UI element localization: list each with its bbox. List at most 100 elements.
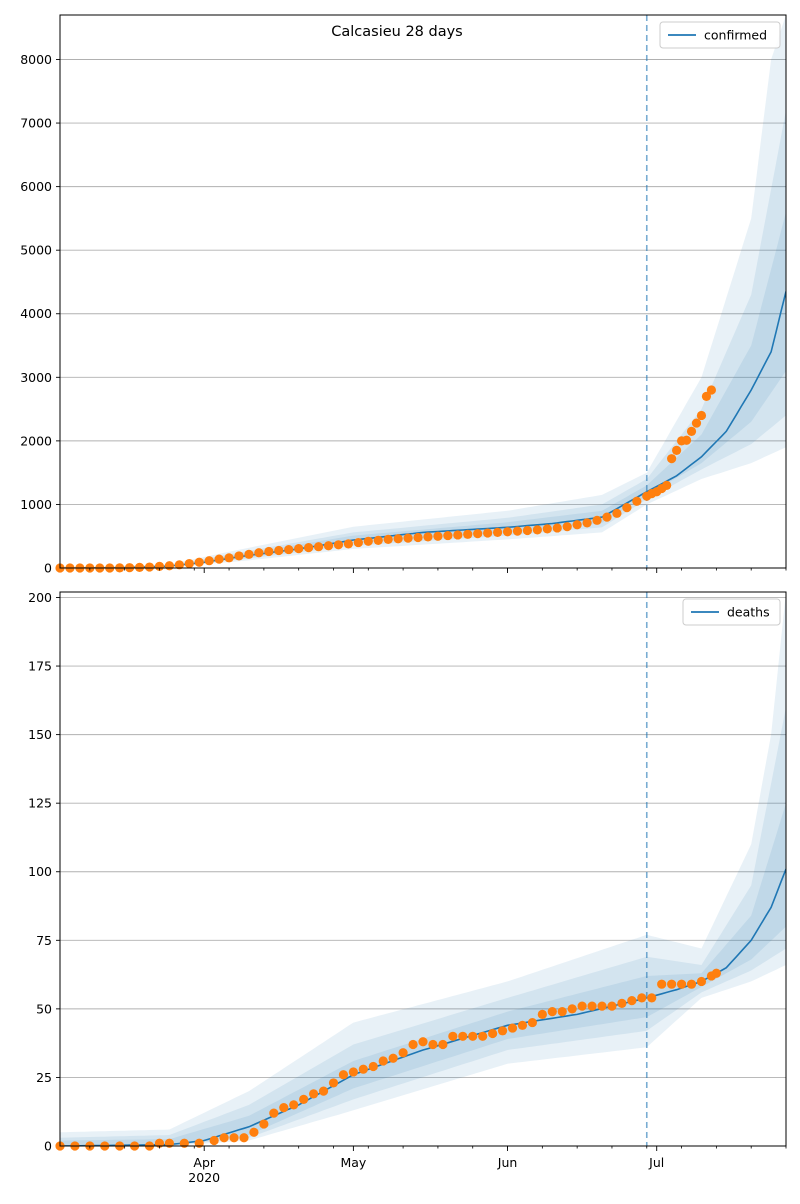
observed-point (627, 996, 637, 1006)
y-tick-label: 6000 (20, 179, 52, 194)
observed-point (686, 979, 697, 989)
x-tick-label: May (340, 1155, 366, 1170)
axes-frame (59, 14, 787, 569)
observed-point (672, 445, 682, 456)
observed-point (368, 1061, 378, 1072)
observed-point (478, 1031, 488, 1041)
observed-point (184, 558, 194, 569)
observed-point (398, 1048, 408, 1058)
observed-point (458, 1031, 468, 1041)
y-tick-label: 25 (36, 1070, 52, 1085)
y-tick-label: 5000 (20, 243, 52, 258)
observed-point (294, 544, 304, 554)
legend-label: deaths (727, 605, 770, 620)
observed-point (706, 385, 717, 395)
observed-point (418, 1037, 428, 1047)
observed-point (378, 1056, 388, 1066)
observed-point (254, 548, 264, 558)
observed-point (333, 540, 344, 550)
observed-point (532, 525, 542, 535)
x-tick-label: Jul (648, 1155, 664, 1170)
observed-point (428, 1039, 438, 1050)
observed-point (696, 976, 707, 987)
observed-point (473, 529, 483, 539)
observed-point (701, 391, 712, 401)
observed-point (353, 537, 363, 548)
observed-point (577, 1001, 587, 1011)
observed-point (587, 1001, 597, 1011)
observed-point (224, 553, 234, 563)
observed-point (667, 454, 677, 464)
legend: deaths (682, 598, 781, 626)
observed-point (304, 543, 314, 553)
chart-title: Calcasieu 28 days (331, 24, 462, 40)
y-tick-label: 8000 (20, 52, 52, 67)
observed-point (433, 531, 443, 541)
observed-point (289, 1100, 299, 1110)
legend-box (659, 21, 781, 49)
observed-point (657, 979, 667, 989)
observed-point (358, 1064, 368, 1074)
observed-point (438, 1039, 448, 1050)
observed-point (691, 418, 702, 428)
y-tick-label: 125 (28, 796, 52, 811)
observed-point (612, 508, 622, 518)
observed-point (154, 561, 165, 572)
observed-point (572, 520, 582, 530)
y-tick-label: 7000 (20, 116, 52, 131)
observed-point (219, 1133, 229, 1143)
observed-point (144, 562, 155, 572)
observed-point (323, 541, 334, 551)
observed-points (55, 385, 717, 573)
observed-point (249, 1127, 259, 1137)
observed-point (492, 527, 503, 538)
observed-point (597, 1001, 607, 1011)
observed-point (681, 435, 692, 445)
observed-point (259, 1119, 269, 1129)
observed-point (279, 1103, 289, 1113)
observed-point (299, 1094, 309, 1104)
observed-point (194, 557, 204, 567)
x-tick-label: Apr (193, 1155, 215, 1170)
observed-point (214, 554, 224, 564)
observed-point (542, 524, 552, 534)
observed-point (647, 993, 657, 1003)
y-tick-label: 100 (28, 864, 52, 879)
observed-point (463, 529, 473, 539)
confirmed-panel: 0 1000 2000 3000 4000 5000 6000 7000 8000 confirm… (20, 14, 787, 576)
observed-point (557, 1007, 567, 1017)
observed-point (522, 525, 533, 536)
observed-point (393, 534, 403, 544)
y-tick-label: 3000 (20, 370, 52, 385)
y-tick-label: 0 (44, 561, 52, 576)
observed-point (264, 546, 274, 557)
observed-point (423, 532, 433, 542)
observed-point (348, 1067, 358, 1077)
observed-point (502, 527, 513, 537)
observed-point (313, 542, 324, 552)
observed-point (274, 545, 284, 556)
observed-point (209, 1135, 219, 1146)
y-tick-label: 200 (28, 590, 52, 605)
observed-point (711, 968, 721, 978)
observed-point (662, 480, 672, 490)
observed-point (552, 523, 562, 533)
observed-point (468, 1031, 478, 1041)
observed-point (676, 979, 687, 989)
observed-point (204, 556, 214, 566)
observed-point (134, 562, 145, 572)
observed-point (269, 1108, 279, 1118)
observed-point (592, 515, 602, 525)
observed-point (497, 1026, 508, 1036)
observed-point (517, 1020, 528, 1030)
legend: confirmed (659, 21, 781, 49)
observed-point (448, 1031, 458, 1041)
y-tick-label: 4000 (20, 306, 52, 321)
y-tick-label: 75 (36, 933, 52, 948)
y-tick-label: 50 (36, 1001, 52, 1016)
observed-point (453, 530, 463, 540)
observed-point (229, 1133, 239, 1143)
observed-point (617, 998, 627, 1008)
